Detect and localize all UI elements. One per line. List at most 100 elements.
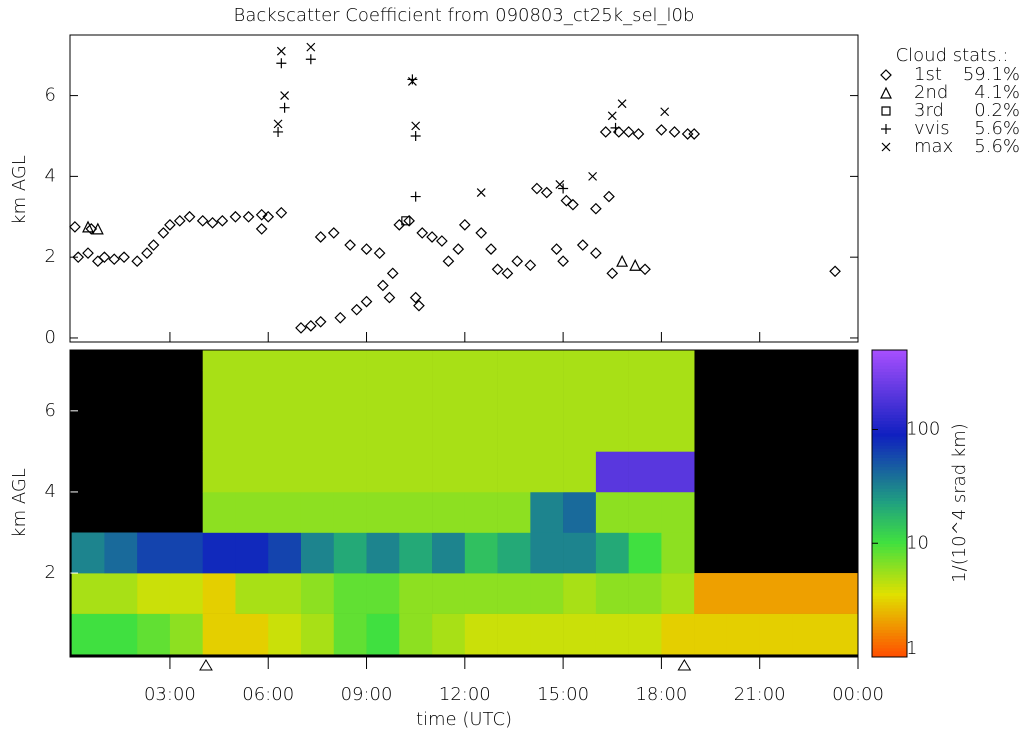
data-point — [327, 227, 340, 239]
colorbar-segment — [872, 595, 907, 600]
data-point — [452, 243, 465, 255]
heatmap-cell — [464, 491, 498, 533]
heatmap-cell — [399, 532, 433, 574]
colorbar-segment — [872, 586, 907, 590]
data-point — [410, 191, 421, 202]
data-point — [590, 202, 602, 215]
data-point — [344, 239, 356, 251]
heatmap-cell — [628, 451, 662, 493]
heatmap-cell — [432, 613, 466, 655]
heatmap-cell — [563, 491, 597, 533]
data-point — [183, 210, 196, 223]
heatmap-cell — [137, 613, 171, 655]
heatmap-cell — [464, 573, 498, 614]
data-point — [279, 102, 290, 113]
heatmap-cell — [595, 350, 629, 371]
heatmap-cell — [366, 613, 400, 655]
heatmap-cell — [530, 350, 564, 371]
heatmap-cell — [792, 573, 826, 614]
data-point — [540, 186, 553, 199]
data-point — [82, 247, 94, 259]
colorbar-segment — [872, 426, 907, 431]
legend-stat: 5.6% — [974, 118, 1020, 139]
legend-label: vvis — [914, 118, 950, 139]
legend-symbol — [881, 124, 891, 134]
heatmap-cell — [825, 613, 858, 655]
colorbar-segment — [872, 626, 907, 630]
colorbar-segment — [872, 506, 907, 511]
x-tick-label: 06:00 — [242, 684, 294, 705]
data-point — [373, 247, 386, 259]
heatmap-cell — [268, 350, 302, 371]
heatmap-cell — [595, 370, 629, 412]
heatmap-cell — [595, 532, 629, 574]
colorbar-segment — [872, 392, 907, 397]
heatmap-cell — [563, 613, 597, 655]
data-point — [567, 198, 579, 211]
heatmap-cell — [202, 451, 236, 493]
colorbar-segment — [872, 365, 907, 369]
colorbar-frame — [871, 349, 908, 658]
data-point — [276, 58, 287, 69]
colorbar-segment — [872, 362, 907, 366]
colorbar-segment — [872, 607, 907, 612]
heatmap-cell — [169, 613, 203, 655]
colorbar-segment — [872, 620, 907, 624]
data-point — [157, 227, 170, 239]
heatmap-cell — [628, 350, 662, 371]
data-point — [216, 214, 229, 227]
colorbar-segment — [872, 399, 907, 403]
colorbar-segment — [872, 350, 907, 354]
heatmap-cell — [202, 613, 236, 655]
heatmap-cell — [333, 532, 367, 574]
data-point — [410, 130, 421, 141]
heatmap-cell — [333, 491, 367, 533]
data-point — [206, 216, 219, 229]
data-point — [607, 111, 617, 121]
data-point — [576, 239, 589, 251]
colorbar-segment — [872, 411, 907, 415]
heatmap-cell — [432, 451, 466, 493]
colorbar-segment — [872, 543, 907, 547]
heatmap-cell — [235, 350, 269, 371]
colorbar-segment — [872, 564, 907, 569]
heatmap-cell — [497, 451, 531, 493]
heatmap-cell — [464, 613, 498, 655]
colorbar-segment — [872, 653, 907, 658]
sun-marker — [199, 659, 213, 671]
colorbar-segment — [872, 368, 907, 372]
data-point — [255, 208, 268, 221]
y-axis-label: km AGL — [9, 468, 30, 538]
heatmap-cell — [169, 573, 203, 614]
heatmap-cell — [497, 350, 531, 371]
data-point — [436, 235, 448, 247]
data-point — [660, 107, 670, 117]
heatmap-cell — [661, 451, 695, 493]
colorbar-segment — [872, 638, 907, 643]
colorbar-segment — [872, 356, 907, 360]
heatmap-cell — [366, 573, 400, 614]
colorbar-segment — [872, 445, 907, 449]
heatmap-cell — [530, 491, 564, 533]
data-point — [255, 223, 268, 235]
data-point — [147, 239, 160, 251]
data-point — [616, 254, 629, 267]
data-point — [413, 299, 425, 312]
colorbar-segment — [872, 610, 907, 615]
colorbar-segment — [872, 463, 907, 468]
legend-stat: 5.6% — [974, 136, 1020, 157]
colorbar-segment — [872, 641, 907, 646]
data-point — [632, 128, 645, 140]
data-point — [688, 128, 701, 140]
colorbar-segment — [872, 629, 907, 633]
heatmap-cell — [595, 410, 629, 452]
data-point — [403, 214, 415, 227]
colorbar-segment — [872, 408, 907, 412]
heatmap-cell — [595, 451, 629, 493]
heatmap-cell — [759, 613, 793, 655]
data-point — [82, 220, 94, 233]
data-point — [531, 182, 543, 195]
colorbar-segment — [872, 396, 907, 400]
colorbar-segment — [872, 402, 907, 406]
colorbar-segment — [872, 435, 907, 440]
